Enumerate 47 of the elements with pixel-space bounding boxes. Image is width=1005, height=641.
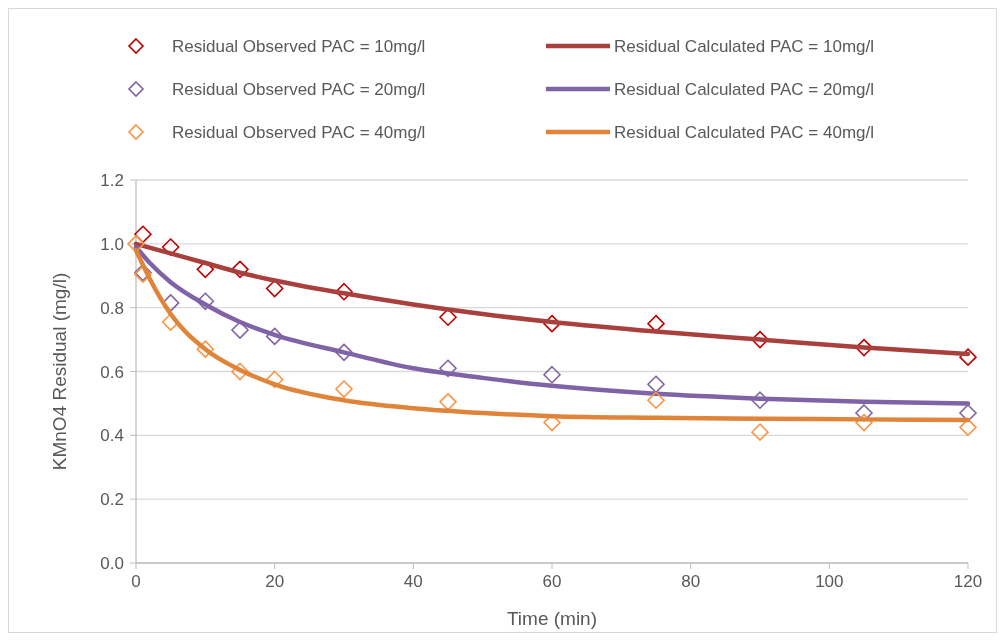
x-tick-label: 60: [542, 572, 562, 591]
x-tick-label: 20: [265, 572, 285, 591]
point: [543, 365, 561, 384]
point: [855, 413, 873, 432]
point: [231, 321, 249, 339]
legend-label: Residual Observed PAC = 40mg/l: [172, 123, 426, 142]
x-tick-label: 120: [953, 572, 983, 591]
point: [855, 338, 873, 357]
x-axis-title: Time (min): [506, 608, 598, 629]
point: [647, 391, 665, 410]
point: [959, 418, 977, 437]
x-tick-label: 40: [403, 572, 423, 591]
point: [335, 380, 353, 398]
y-axis-title: KMnO4 Residual (mg/l): [49, 272, 70, 471]
x-tick-label: 100: [815, 572, 844, 591]
y-tick-label: 1.2: [100, 171, 124, 190]
point: [127, 235, 145, 253]
point: [959, 348, 977, 366]
point: [335, 282, 353, 301]
legend-label: Residual Calculated PAC = 40mg/l: [614, 123, 875, 142]
point: [196, 292, 215, 311]
point: [231, 260, 249, 279]
point: [196, 340, 215, 358]
y-tick-label: 0.2: [100, 490, 124, 510]
legend-label: Residual Calculated PAC = 20mg/l: [614, 80, 875, 99]
y-tick-label: 0.8: [100, 298, 124, 318]
point: [751, 423, 769, 441]
y-tick-label: 0.0: [100, 554, 124, 573]
point: [647, 375, 665, 394]
point: [439, 393, 457, 411]
y-tick-label: 0.6: [100, 362, 124, 382]
legend-label: Residual Calculated PAC = 10mg/l: [614, 37, 875, 56]
y-tick-label: 0.4: [100, 426, 124, 446]
point: [751, 330, 769, 349]
point: [543, 314, 561, 333]
legend-label: Residual Observed PAC = 10mg/l: [172, 37, 426, 56]
point: [335, 343, 353, 362]
point: [959, 404, 977, 422]
legend-label: Residual Observed PAC = 20mg/l: [172, 80, 426, 99]
point: [439, 359, 457, 378]
point: [231, 362, 249, 381]
point: [751, 391, 769, 410]
point: [196, 260, 215, 279]
x-tick-label: 80: [681, 572, 701, 591]
point: [265, 327, 284, 346]
y-tick-label: 1.0: [100, 234, 124, 254]
x-tick-label: 0: [131, 572, 141, 591]
